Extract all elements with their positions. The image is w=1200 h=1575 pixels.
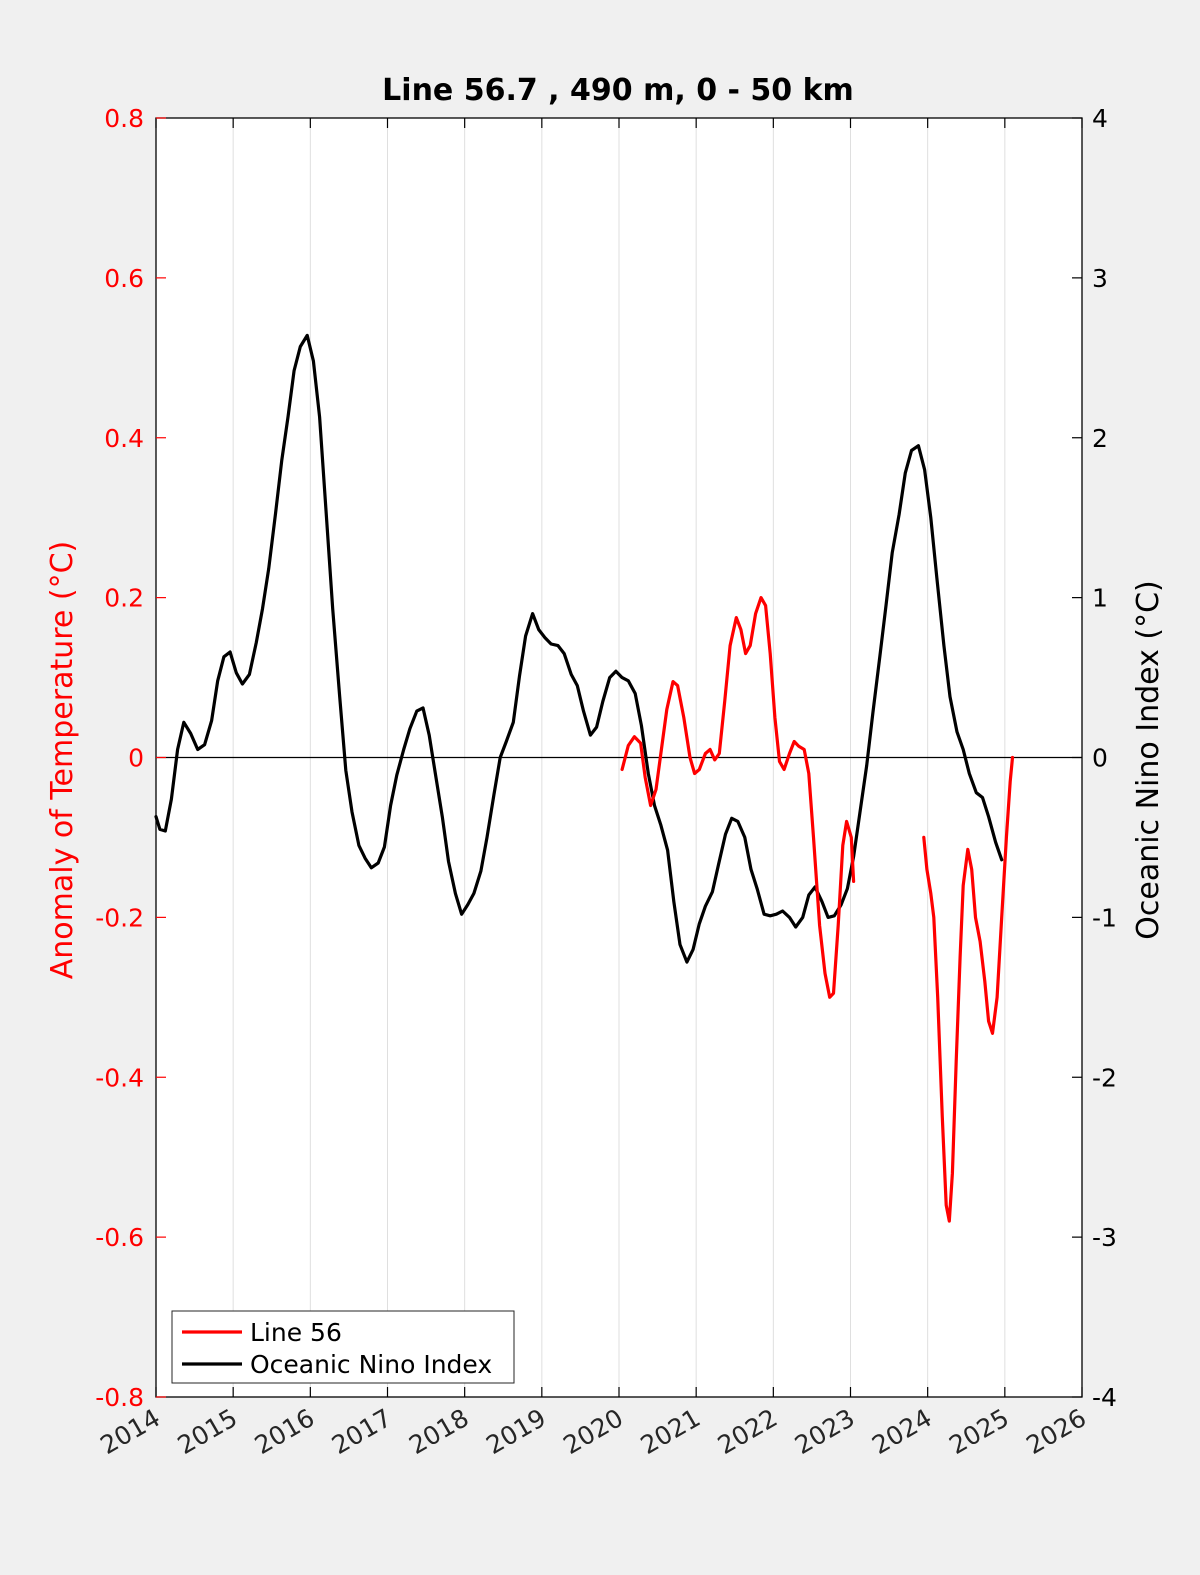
y-left-tick-label: 0.6: [104, 264, 144, 293]
oni-series-line: [154, 333, 1004, 964]
y-left-tick-label: 0: [128, 744, 144, 773]
x-tick-label: 2017: [327, 1403, 397, 1460]
chart-title: Line 56.7 , 490 m, 0 - 50 km: [382, 73, 854, 108]
y-axis-left-label: Anomaly of Temperature (°C): [45, 541, 80, 980]
y-right-tick-label: 0: [1092, 744, 1108, 773]
y-right-tick-label: -2: [1092, 1063, 1117, 1092]
y-right-tick-label: -3: [1092, 1223, 1117, 1252]
x-tick-label: 2015: [173, 1403, 243, 1460]
legend-label: Line 56: [250, 1318, 342, 1347]
y-left-tick-label: -0.8: [95, 1383, 144, 1412]
y-right-tick-label: -1: [1092, 903, 1117, 932]
y-left-tick-label: 0.2: [104, 584, 144, 613]
x-tick-label: 2025: [944, 1403, 1014, 1460]
y-right-tick-label: 3: [1092, 264, 1108, 293]
x-tick-label: 2022: [713, 1403, 783, 1460]
y-axis-right-label: Oceanic Nino Index (°C): [1131, 580, 1166, 940]
legend: Line 56 Oceanic Nino Index: [171, 1310, 515, 1384]
x-tick-label: 2023: [790, 1403, 860, 1460]
x-tick-label: 2018: [404, 1403, 474, 1460]
y-right-tick-label: 2: [1092, 424, 1108, 453]
y-right-tick-label: -4: [1092, 1383, 1117, 1412]
x-tick-label: 2024: [867, 1403, 937, 1460]
y-left-tick-label: -0.6: [95, 1223, 144, 1252]
x-tick-label: 2016: [250, 1403, 320, 1460]
y-left-tick-label: -0.2: [95, 903, 144, 932]
y-left-tick-label: 0.8: [104, 104, 144, 133]
legend-box: [171, 1310, 515, 1384]
line56-series-line: [922, 755, 1015, 1223]
x-tick-label: 2026: [1021, 1403, 1091, 1460]
y-left-tick-label: -0.4: [95, 1063, 144, 1092]
x-tick-label: 2019: [481, 1403, 551, 1460]
x-tick-label: 2020: [558, 1403, 628, 1460]
y-right-tick-label: 1: [1092, 584, 1108, 613]
series-layer: [154, 333, 1015, 1223]
legend-label: Oceanic Nino Index: [250, 1350, 492, 1379]
x-tick-label: 2021: [636, 1403, 706, 1460]
y-left-tick-label: 0.4: [104, 424, 144, 453]
line56-series-line: [620, 596, 856, 999]
y-right-tick-label: 4: [1092, 104, 1108, 133]
